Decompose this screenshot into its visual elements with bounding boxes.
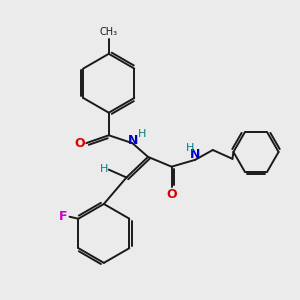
Text: H: H	[138, 129, 146, 139]
Text: CH₃: CH₃	[100, 27, 118, 37]
Text: O: O	[74, 136, 85, 150]
Text: N: N	[190, 148, 200, 161]
Text: O: O	[166, 188, 177, 201]
Text: N: N	[128, 134, 139, 147]
Text: F: F	[58, 210, 67, 223]
Text: H: H	[186, 143, 194, 153]
Text: H: H	[100, 164, 108, 174]
